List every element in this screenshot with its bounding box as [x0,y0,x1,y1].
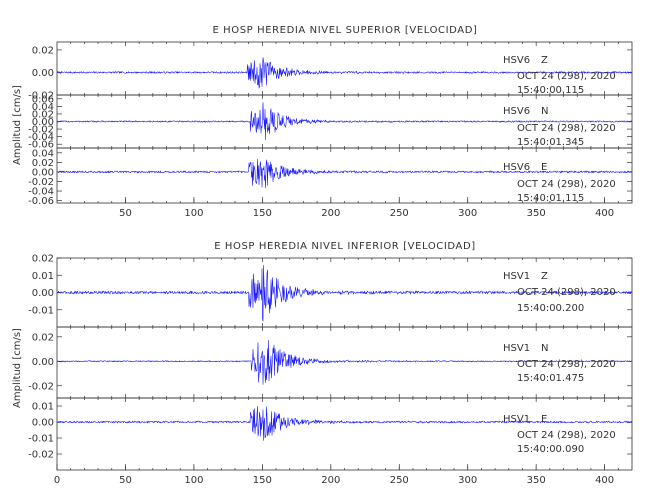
trace-hsv6-z-component: Z [541,55,548,66]
trace-hsv1-z-component: Z [541,271,548,282]
xtick-label: 300 [458,475,477,486]
trace-hsv1-z-station: HSV1 [503,271,530,282]
ytick-label: -0.02 [28,125,54,136]
panel-superior-x-axis: 50 100 150 200 250 300 350 400 [119,197,614,219]
trace-hsv1-e: 0.01 0.00 -0.01 -0.02 HSV1 E OCT 24 (298), … [28,397,633,471]
ytick-label: 0.02 [32,45,54,56]
ytick-label: -0.02 [28,91,54,102]
trace-hsv1-e-waveform [56,406,633,441]
ytick-label: 0.00 [32,357,54,368]
ytick-label: 0.04 [32,148,54,159]
trace-hsv1-n-waveform [56,339,633,385]
trace-hsv1-n-time: 15:40:01.475 [517,373,584,384]
xtick-label: 100 [184,208,203,219]
trace-hsv6-z-station: HSV6 [503,55,530,66]
trace-hsv1-z: 0.02 0.01 0.00 -0.01 HSV1 Z OCT 24 (298), 2… [28,254,633,328]
trace-hsv6-e-frame [56,147,633,204]
ytick-label: -0.04 [28,187,54,198]
ytick-label: 0.02 [32,109,54,120]
ytick-label: 0.00 [32,68,54,79]
panel-inferior-title: E HOSP HEREDIA NIVEL INFERIOR [VELOCIDAD… [214,241,476,252]
trace-hsv6-z-date: OCT 24 (298), 2020 [517,71,616,82]
ytick-label: 0.00 [32,418,54,429]
ytick-label: -0.01 [28,434,54,445]
trace-hsv1-z-date: OCT 24 (298), 2020 [517,287,616,298]
trace-hsv1-z-waveform [57,264,633,322]
ytick-label: -0.02 [28,177,54,188]
trace-hsv1-e-time: 15:40:00.090 [517,444,584,455]
xtick-label: 250 [390,475,409,486]
trace-hsv6-e-date: OCT 24 (298), 2020 [517,179,616,190]
trace-hsv6-n: 0.060.040.020.00-0.02-0.04-0.06 HSV6 N O… [28,94,633,151]
trace-hsv6-n-date: OCT 24 (298), 2020 [517,123,616,134]
trace-hsv6-e: 0.040.020.00-0.02-0.04-0.06 HSV6 E OCT 2… [28,147,633,207]
ytick-label: 0.04 [32,102,54,113]
ytick-label: 0.02 [32,158,54,169]
trace-hsv6-e-component: E [541,162,547,173]
panel-superior-ylabel: Amplitud [cm/s] [12,85,23,165]
trace-hsv6-e-station: HSV6 [503,162,530,173]
panel-superior: E HOSP HEREDIA NIVEL SUPERIOR [VELOCIDAD… [12,25,633,219]
xtick-label: 250 [390,208,409,219]
xtick-label: 300 [458,208,477,219]
trace-hsv6-e-waveform [56,158,632,189]
ytick-label: 0.02 [32,254,54,265]
xtick-label: 350 [527,208,546,219]
panel-inferior-x-axis: 0 50 100 150 200 250 300 350 400 [54,464,614,486]
ytick-label: 0.00 [32,288,54,299]
trace-hsv6-e-time: 15:40:01.115 [517,193,584,204]
trace-hsv6-z: 0.020.00-0.02 HSV6 Z OCT 24 (298), 2020 … [28,41,633,102]
trace-hsv6-n-time: 15:40:01.345 [517,137,584,148]
xtick-label: 200 [321,475,340,486]
trace-hsv6-n-station: HSV6 [503,106,530,117]
ytick-label: -0.01 [28,305,54,316]
xtick-label: 50 [119,208,132,219]
ytick-label: -0.06 [28,196,54,207]
xtick-label: 150 [253,475,272,486]
trace-hsv1-n-date: OCT 24 (298), 2020 [517,359,616,370]
xtick-label: 50 [119,475,132,486]
trace-hsv6-z-time: 15:40:00.115 [517,85,584,96]
ytick-label: 0.06 [32,94,54,105]
ytick-label: -0.04 [28,132,54,143]
ytick-label: 0.00 [32,117,54,128]
trace-hsv1-e-station: HSV1 [503,414,530,425]
trace-hsv1-e-frame [56,397,633,471]
xtick-label: 0 [54,475,60,486]
trace-hsv1-n-component: N [541,343,548,354]
ytick-label: -0.02 [28,381,54,392]
trace-hsv1-z-time: 15:40:00.200 [517,303,584,314]
panel-superior-title: E HOSP HEREDIA NIVEL SUPERIOR [VELOCIDAD… [212,25,477,36]
xtick-label: 100 [184,475,203,486]
trace-hsv1-e-date: OCT 24 (298), 2020 [517,430,616,441]
trace-hsv6-n-waveform [56,102,633,140]
trace-hsv6-n-component: N [541,106,548,117]
trace-hsv1-n-station: HSV1 [503,343,530,354]
xtick-label: 400 [595,208,614,219]
ytick-label: 0.01 [32,271,54,282]
ytick-label: -0.02 [28,450,54,461]
trace-hsv1-e-component: E [541,414,547,425]
ytick-label: 0.02 [32,332,54,343]
ytick-label: 0.00 [32,167,54,178]
ytick-label: -0.06 [28,140,54,151]
trace-hsv6-z-waveform [56,57,633,89]
xtick-label: 400 [595,475,614,486]
trace-hsv1-n: 0.020.00-0.02 HSV1 N OCT 24 (298), 2020 … [28,326,633,399]
panel-inferior: E HOSP HEREDIA NIVEL INFERIOR [VELOCIDAD… [12,241,633,486]
xtick-label: 200 [321,208,340,219]
panel-inferior-ylabel: Amplitud [cm/s] [12,328,23,408]
xtick-label: 350 [527,475,546,486]
ytick-label: 0.01 [32,402,54,413]
xtick-label: 150 [253,208,272,219]
